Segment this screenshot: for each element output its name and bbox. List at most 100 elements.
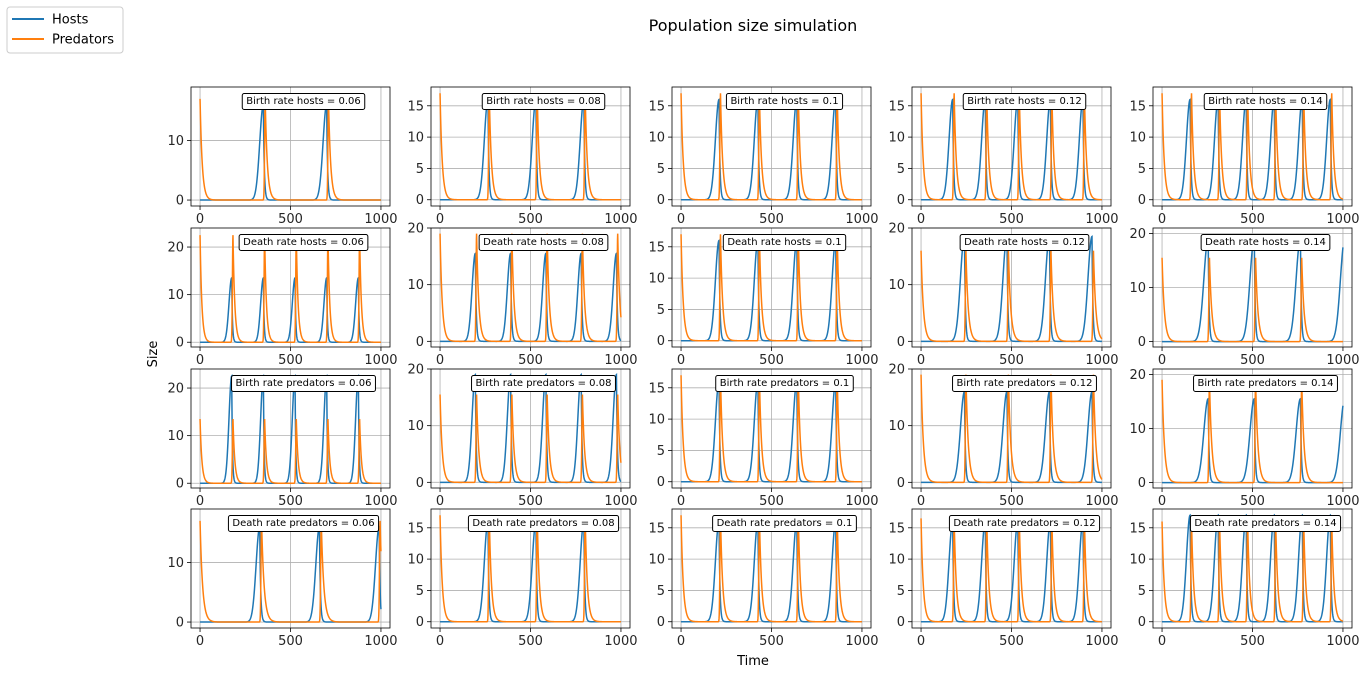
y-tick-label: 15 bbox=[1129, 99, 1146, 114]
subplot: 0 500 1000 0 10 Death rate predators = 0.06 bbox=[167, 508, 398, 649]
annotation-box bbox=[1203, 93, 1328, 110]
y-tick-label: 10 bbox=[167, 429, 184, 444]
parameter-label: Death rate predators = 0.08 bbox=[472, 518, 614, 529]
y-tick-label: 20 bbox=[888, 222, 905, 237]
y-tick-label: 10 bbox=[1129, 281, 1146, 296]
x-tick-label: 0 bbox=[436, 634, 444, 649]
y-tick-label: 20 bbox=[167, 382, 184, 397]
figure-title: Population size simulation bbox=[649, 16, 858, 35]
y-tick-label: 5 bbox=[897, 162, 905, 177]
y-tick-label: 10 bbox=[888, 278, 905, 293]
x-tick-label: 0 bbox=[196, 353, 204, 368]
parameter-annotation: Death rate predators = 0.14 bbox=[1189, 515, 1342, 532]
y-tick-label: 0 bbox=[416, 615, 424, 630]
x-tick-label: 1000 bbox=[604, 212, 637, 227]
x-tick-label: 500 bbox=[278, 353, 303, 368]
predators-line bbox=[920, 518, 1102, 623]
y-tick-label: 15 bbox=[888, 521, 905, 536]
y-tick-label: 0 bbox=[1138, 615, 1146, 630]
y-tick-label: 0 bbox=[176, 477, 184, 492]
parameter-label: Birth rate hosts = 0.12 bbox=[967, 96, 1081, 107]
x-tick-label: 1000 bbox=[1326, 212, 1359, 227]
predators-line bbox=[439, 394, 622, 484]
annotation-box bbox=[725, 93, 844, 110]
x-axis-label: Time bbox=[736, 654, 769, 669]
predators-line bbox=[680, 515, 862, 623]
annotation-box bbox=[1193, 375, 1338, 392]
x-tick-label: 1000 bbox=[845, 212, 878, 227]
x-tick-label: 0 bbox=[436, 212, 444, 227]
y-tick-label: 0 bbox=[897, 193, 905, 208]
annotation-box bbox=[227, 515, 380, 532]
parameter-annotation: Birth rate predators = 0.08 bbox=[471, 375, 616, 392]
subplot: 0 500 1000 0 10 20 Birth rate predators = 0.12 bbox=[888, 363, 1118, 510]
annotation-box bbox=[467, 515, 620, 532]
parameter-label: Birth rate predators = 0.14 bbox=[1198, 378, 1334, 389]
subplot: 0 500 1000 0 5 10 15 Birth rate predators = 0.1 bbox=[648, 368, 879, 509]
predators-line bbox=[1161, 521, 1344, 623]
parameter-label: Death rate hosts = 0.06 bbox=[243, 237, 364, 248]
x-tick-label: 1000 bbox=[1085, 494, 1118, 509]
y-tick-label: 15 bbox=[1129, 521, 1146, 536]
annotation-box bbox=[948, 515, 1101, 532]
annotation-box bbox=[231, 375, 376, 392]
y-tick-label: 0 bbox=[1138, 335, 1146, 350]
subplot: 0 500 1000 0 5 10 15 Death rate predators = 0.1 bbox=[648, 508, 879, 649]
y-tick-label: 0 bbox=[176, 336, 184, 351]
legend-hosts-label: Hosts bbox=[52, 13, 89, 28]
y-tick-label: 20 bbox=[1129, 227, 1146, 242]
y-tick-label: 10 bbox=[1129, 131, 1146, 146]
y-tick-label: 10 bbox=[648, 131, 665, 146]
y-tick-label: 15 bbox=[648, 240, 665, 255]
x-tick-label: 0 bbox=[1158, 212, 1166, 227]
y-tick-label: 0 bbox=[1138, 476, 1146, 491]
y-tick-label: 10 bbox=[888, 131, 905, 146]
y-tick-label: 10 bbox=[167, 556, 184, 571]
x-tick-label: 500 bbox=[759, 494, 784, 509]
x-tick-label: 0 bbox=[917, 353, 925, 368]
y-tick-label: 10 bbox=[888, 553, 905, 568]
subplot: 0 500 1000 0 10 20 Birth rate predators = 0.14 bbox=[1129, 368, 1359, 509]
annotation-box bbox=[952, 375, 1097, 392]
y-tick-label: 20 bbox=[407, 363, 424, 378]
y-tick-label: 0 bbox=[657, 475, 665, 490]
y-tick-label: 15 bbox=[407, 99, 424, 114]
y-tick-label: 5 bbox=[416, 162, 424, 177]
x-tick-label: 0 bbox=[677, 634, 685, 649]
x-tick-label: 1000 bbox=[1326, 353, 1359, 368]
predators-line bbox=[920, 250, 1103, 343]
predators-line bbox=[680, 93, 862, 201]
predators-line bbox=[1161, 257, 1343, 343]
predators-line bbox=[199, 98, 381, 201]
y-tick-label: 0 bbox=[416, 335, 424, 350]
parameter-label: Death rate predators = 0.1 bbox=[717, 518, 853, 529]
subplot: 0 500 1000 0 10 20 Death rate hosts = 0.08 bbox=[407, 222, 637, 369]
predators-line bbox=[920, 93, 1102, 201]
subplot: 0 500 1000 0 10 Birth rate hosts = 0.06 bbox=[167, 86, 398, 227]
x-tick-label: 0 bbox=[1158, 634, 1166, 649]
x-tick-label: 1000 bbox=[604, 353, 637, 368]
x-tick-label: 0 bbox=[196, 212, 204, 227]
y-tick-label: 0 bbox=[416, 476, 424, 491]
x-tick-label: 1000 bbox=[845, 494, 878, 509]
x-tick-label: 500 bbox=[278, 212, 303, 227]
y-tick-label: 15 bbox=[648, 99, 665, 114]
x-tick-label: 1000 bbox=[604, 634, 637, 649]
x-tick-label: 1000 bbox=[364, 212, 397, 227]
x-tick-label: 1000 bbox=[604, 494, 637, 509]
x-tick-label: 1000 bbox=[1085, 353, 1118, 368]
y-tick-label: 15 bbox=[888, 99, 905, 114]
annotation-box bbox=[712, 515, 857, 532]
y-tick-label: 0 bbox=[176, 194, 184, 209]
y-tick-label: 5 bbox=[416, 584, 424, 599]
subplot: 0 500 1000 0 5 10 15 Birth rate hosts = 0.1 bbox=[648, 86, 879, 227]
subplot: 0 500 1000 0 10 20 Death rate hosts = 0.06 bbox=[167, 227, 398, 368]
annotation-box bbox=[722, 234, 847, 251]
y-tick-label: 5 bbox=[657, 444, 665, 459]
parameter-annotation: Death rate hosts = 0.1 bbox=[722, 234, 847, 251]
subplot: 0 500 1000 0 10 20 Death rate hosts = 0.12 bbox=[888, 222, 1118, 369]
x-tick-label: 0 bbox=[677, 494, 685, 509]
annotation-box bbox=[481, 93, 606, 110]
annotation-box bbox=[238, 234, 369, 251]
